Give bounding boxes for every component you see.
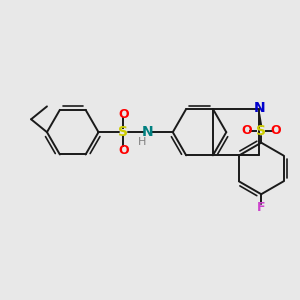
Text: O: O <box>118 143 129 157</box>
Text: S: S <box>256 124 266 138</box>
Text: S: S <box>118 125 128 139</box>
Text: H: H <box>138 137 146 147</box>
Text: N: N <box>254 101 265 115</box>
Text: N: N <box>142 125 154 139</box>
Text: F: F <box>257 201 266 214</box>
Text: O: O <box>271 124 281 137</box>
Text: O: O <box>241 124 252 137</box>
Text: O: O <box>118 108 129 121</box>
